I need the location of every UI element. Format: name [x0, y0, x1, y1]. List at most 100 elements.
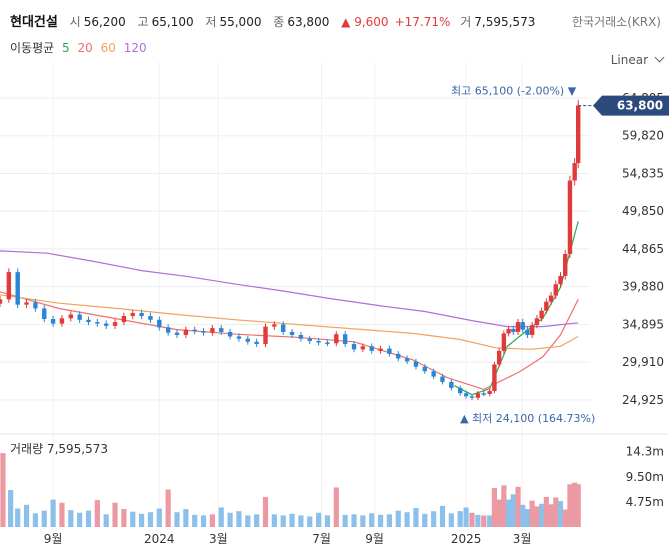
candle — [534, 318, 540, 326]
volume-bar — [289, 513, 295, 527]
candle — [24, 302, 29, 305]
y-tick-label: 59,820 — [622, 129, 664, 143]
volume-bar — [324, 515, 331, 527]
volume-bar — [94, 500, 100, 527]
volume-bar — [475, 514, 481, 527]
low-value: 55,000 — [219, 15, 262, 29]
volume-bar — [515, 486, 521, 527]
change-value: ▲ 9,600 — [341, 15, 389, 29]
volume-bar — [298, 515, 304, 527]
ma-legend[interactable]: 이동평균 5 20 60 120 — [10, 39, 151, 56]
volume-bar — [23, 504, 30, 527]
candle — [272, 324, 277, 327]
candle — [440, 376, 445, 382]
candle — [289, 331, 295, 335]
candle — [325, 342, 330, 345]
y-tick-label: 44,865 — [622, 242, 664, 256]
min-annotation: ▲ 최저 24,100 (164.73%) — [460, 412, 595, 425]
candle — [33, 302, 38, 309]
candle — [396, 353, 401, 359]
candle — [496, 350, 502, 365]
max-annotation: 최고 65,100 (-2.00%) ▼ — [451, 85, 577, 98]
candle — [263, 326, 268, 345]
current-price-label: 63,800 — [617, 99, 663, 113]
close-value: 63,800 — [287, 15, 330, 29]
candle — [501, 333, 507, 351]
volume-bar — [463, 507, 469, 527]
candle — [548, 295, 554, 302]
candle — [334, 334, 339, 344]
volume-bar — [112, 502, 118, 527]
ma60-legend: 60 — [100, 41, 116, 55]
y-tick-label: 29,910 — [622, 355, 664, 369]
volume-bar — [218, 507, 224, 527]
candle — [245, 338, 250, 342]
candle — [539, 310, 544, 319]
volume-bar — [369, 513, 375, 527]
ma20-line — [0, 291, 579, 391]
volume-bar — [85, 510, 92, 527]
candle — [236, 336, 242, 339]
volume-bar — [280, 515, 286, 527]
x-tick-label: 3월 — [513, 532, 532, 546]
volume-bar — [121, 509, 127, 527]
candle — [553, 284, 558, 296]
high-label: 고 — [137, 15, 149, 29]
candle — [15, 272, 20, 305]
ma60-line — [0, 294, 579, 350]
volume-bar — [32, 513, 38, 527]
candle — [201, 331, 206, 333]
candle — [351, 344, 357, 350]
scale-selector[interactable]: Linear — [611, 52, 665, 67]
candle — [130, 312, 135, 317]
volume-tick-label: 14.3m — [626, 445, 664, 459]
volume-bar — [567, 484, 573, 527]
change-percent: +17.71% — [394, 15, 451, 29]
low-label: 저 — [205, 15, 217, 29]
candle — [121, 316, 127, 323]
volume-bar — [156, 508, 162, 527]
candle — [342, 334, 348, 345]
volume-bar — [271, 514, 277, 527]
candle — [487, 390, 492, 394]
candle — [254, 341, 259, 345]
volume-bar — [481, 515, 487, 527]
candle — [148, 316, 153, 320]
volume-bar — [183, 509, 189, 527]
volume-bar — [316, 512, 322, 527]
volume-bar — [307, 516, 313, 527]
candle — [369, 346, 374, 351]
volume-bar — [15, 508, 21, 527]
candle — [481, 393, 486, 395]
volume-tick-label: 4.75m — [626, 495, 664, 509]
volume-bar — [245, 515, 251, 527]
current-price-tag — [593, 95, 669, 116]
volume-bar — [130, 511, 136, 527]
volume-bar — [510, 494, 516, 527]
exchange-label: 한국거래소(KRX) — [572, 15, 661, 29]
candle — [183, 329, 189, 335]
candle — [458, 387, 463, 394]
candle — [68, 314, 73, 319]
open-label: 시 — [69, 15, 81, 29]
candle — [463, 393, 469, 397]
candle — [529, 325, 535, 335]
volume-bar — [505, 499, 512, 527]
volume-bar — [404, 512, 410, 527]
volume-tick-label: 9.50m — [626, 470, 664, 484]
volume-bar — [491, 487, 498, 527]
candle — [86, 319, 91, 323]
candle — [281, 324, 286, 332]
volume-bar — [572, 482, 578, 527]
y-tick-label: 49,850 — [622, 204, 664, 218]
candle — [210, 328, 215, 333]
x-tick-label: 3월 — [209, 532, 228, 546]
volume-bar — [469, 512, 475, 527]
volume-bar — [165, 489, 171, 527]
x-tick-label: 2025 — [451, 532, 482, 546]
volume-bar — [68, 510, 74, 527]
stock-name[interactable]: 현대건설 — [10, 15, 58, 30]
y-tick-label: 39,880 — [622, 280, 664, 294]
candle — [59, 318, 65, 324]
